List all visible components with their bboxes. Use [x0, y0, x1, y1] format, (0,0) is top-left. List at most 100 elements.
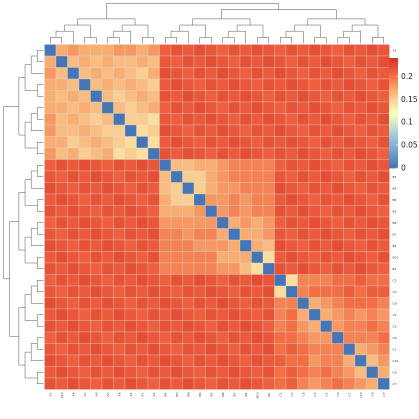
- heatmap-cell: [228, 78, 241, 91]
- heatmap-cell: [285, 113, 298, 126]
- dendrogram-branch: [24, 294, 38, 321]
- heatmap-cell: [170, 216, 183, 229]
- heatmap-cell: [262, 251, 275, 264]
- heatmap-cell: [377, 101, 390, 114]
- heatmap-cell: [377, 343, 390, 356]
- heatmap-cell: [147, 354, 160, 367]
- heatmap-cell: [193, 274, 206, 287]
- heatmap-cell: [170, 308, 183, 321]
- heatmap-cell: [274, 44, 287, 57]
- heatmap-cell: [78, 182, 91, 195]
- heatmap-cell: [285, 205, 298, 218]
- heatmap-cell: [67, 113, 80, 126]
- heatmap-cell: [274, 274, 287, 287]
- heatmap-cell: [90, 78, 103, 91]
- heatmap-cell: [262, 170, 275, 183]
- dendrogram-branch: [18, 77, 26, 136]
- heatmap-cell: [216, 44, 229, 57]
- heatmap-cell: [55, 343, 68, 356]
- heatmap-cell: [274, 136, 287, 149]
- heatmap-cell: [124, 170, 137, 183]
- heatmap-cell: [44, 205, 57, 218]
- legend-gradient-step: [389, 153, 398, 156]
- legend-gradient-step: [389, 107, 398, 110]
- heatmap-cell: [90, 251, 103, 264]
- heatmap-cell: [320, 159, 333, 172]
- column-label: B4: [163, 392, 167, 396]
- heatmap-cell: [320, 331, 333, 344]
- heatmap-cell: [55, 320, 68, 333]
- heatmap-cell: [90, 320, 103, 333]
- heatmap-cell: [331, 113, 344, 126]
- heatmap-cell: [366, 354, 379, 367]
- heatmap-cell: [147, 170, 160, 183]
- heatmap-cell: [308, 182, 321, 195]
- heatmap-cell: [147, 67, 160, 80]
- heatmap-cell: [182, 101, 195, 114]
- row-label: B9: [393, 186, 397, 190]
- heatmap-cell: [124, 101, 137, 114]
- heatmap-cell: [285, 124, 298, 137]
- heatmap-cell: [67, 90, 80, 103]
- heatmap-cell: [354, 90, 367, 103]
- heatmap-cell: [320, 147, 333, 160]
- heatmap-cell: [101, 343, 114, 356]
- heatmap-cell: [251, 182, 264, 195]
- heatmap-cell: [136, 228, 149, 241]
- heatmap-cell: [331, 124, 344, 137]
- heatmap-cell: [331, 274, 344, 287]
- heatmap-cell: [308, 101, 321, 114]
- dendrogram-branch: [30, 113, 44, 131]
- heatmap-cell: [262, 239, 275, 252]
- heatmap-cell: [124, 377, 137, 390]
- heatmap-cell: [55, 124, 68, 137]
- legend-gradient-step: [389, 114, 398, 118]
- heatmap-cell: [113, 320, 126, 333]
- heatmap-cell: [205, 320, 218, 333]
- heatmap-cell: [239, 90, 252, 103]
- column-label: B1: [267, 392, 271, 396]
- heatmap-cell: [159, 101, 172, 114]
- heatmap-cell: [320, 216, 333, 229]
- heatmap-cell: [354, 251, 367, 264]
- heatmap-cell: [44, 366, 57, 379]
- column-label: A6: [94, 392, 98, 396]
- dendrogram-branch: [222, 37, 235, 44]
- heatmap-cell: [205, 377, 218, 390]
- heatmap-cell: [44, 147, 57, 160]
- heatmap-cell: [343, 343, 356, 356]
- heatmap-cell: [228, 331, 241, 344]
- heatmap-cell: [182, 331, 195, 344]
- heatmap-cell: [239, 136, 252, 149]
- heatmap-cell: [297, 78, 310, 91]
- heatmap-cell: [136, 136, 149, 149]
- heatmap-cell: [55, 78, 68, 91]
- heatmap-cell: [239, 377, 252, 390]
- heatmap-cell: [251, 216, 264, 229]
- heatmap-cell: [331, 159, 344, 172]
- row-label: B1: [393, 267, 397, 271]
- heatmap-cell: [228, 55, 241, 68]
- heatmap-cell: [159, 44, 172, 57]
- heatmap-cell: [331, 182, 344, 195]
- heatmap-cell: [251, 193, 264, 206]
- heatmap-cell: [377, 182, 390, 195]
- heatmap-cell: [205, 308, 218, 321]
- heatmap-cell: [101, 170, 114, 183]
- heatmap-cell: [205, 216, 218, 229]
- heatmap-cell: [297, 205, 310, 218]
- heatmap-cell: [124, 193, 137, 206]
- heatmap-cell: [101, 205, 114, 218]
- heatmap-cell: [366, 205, 379, 218]
- heatmap-cell: [308, 67, 321, 80]
- heatmap-cell: [193, 193, 206, 206]
- heatmap-cell: [136, 274, 149, 287]
- heatmap-cell: [228, 251, 241, 264]
- heatmap-cell: [308, 251, 321, 264]
- heatmap-cell: [239, 182, 252, 195]
- legend-gradient-step: [389, 102, 398, 105]
- heatmap-cell: [216, 251, 229, 264]
- heatmap-cell: [55, 366, 68, 379]
- heatmap-cell: [228, 182, 241, 195]
- heatmap-cell: [182, 285, 195, 298]
